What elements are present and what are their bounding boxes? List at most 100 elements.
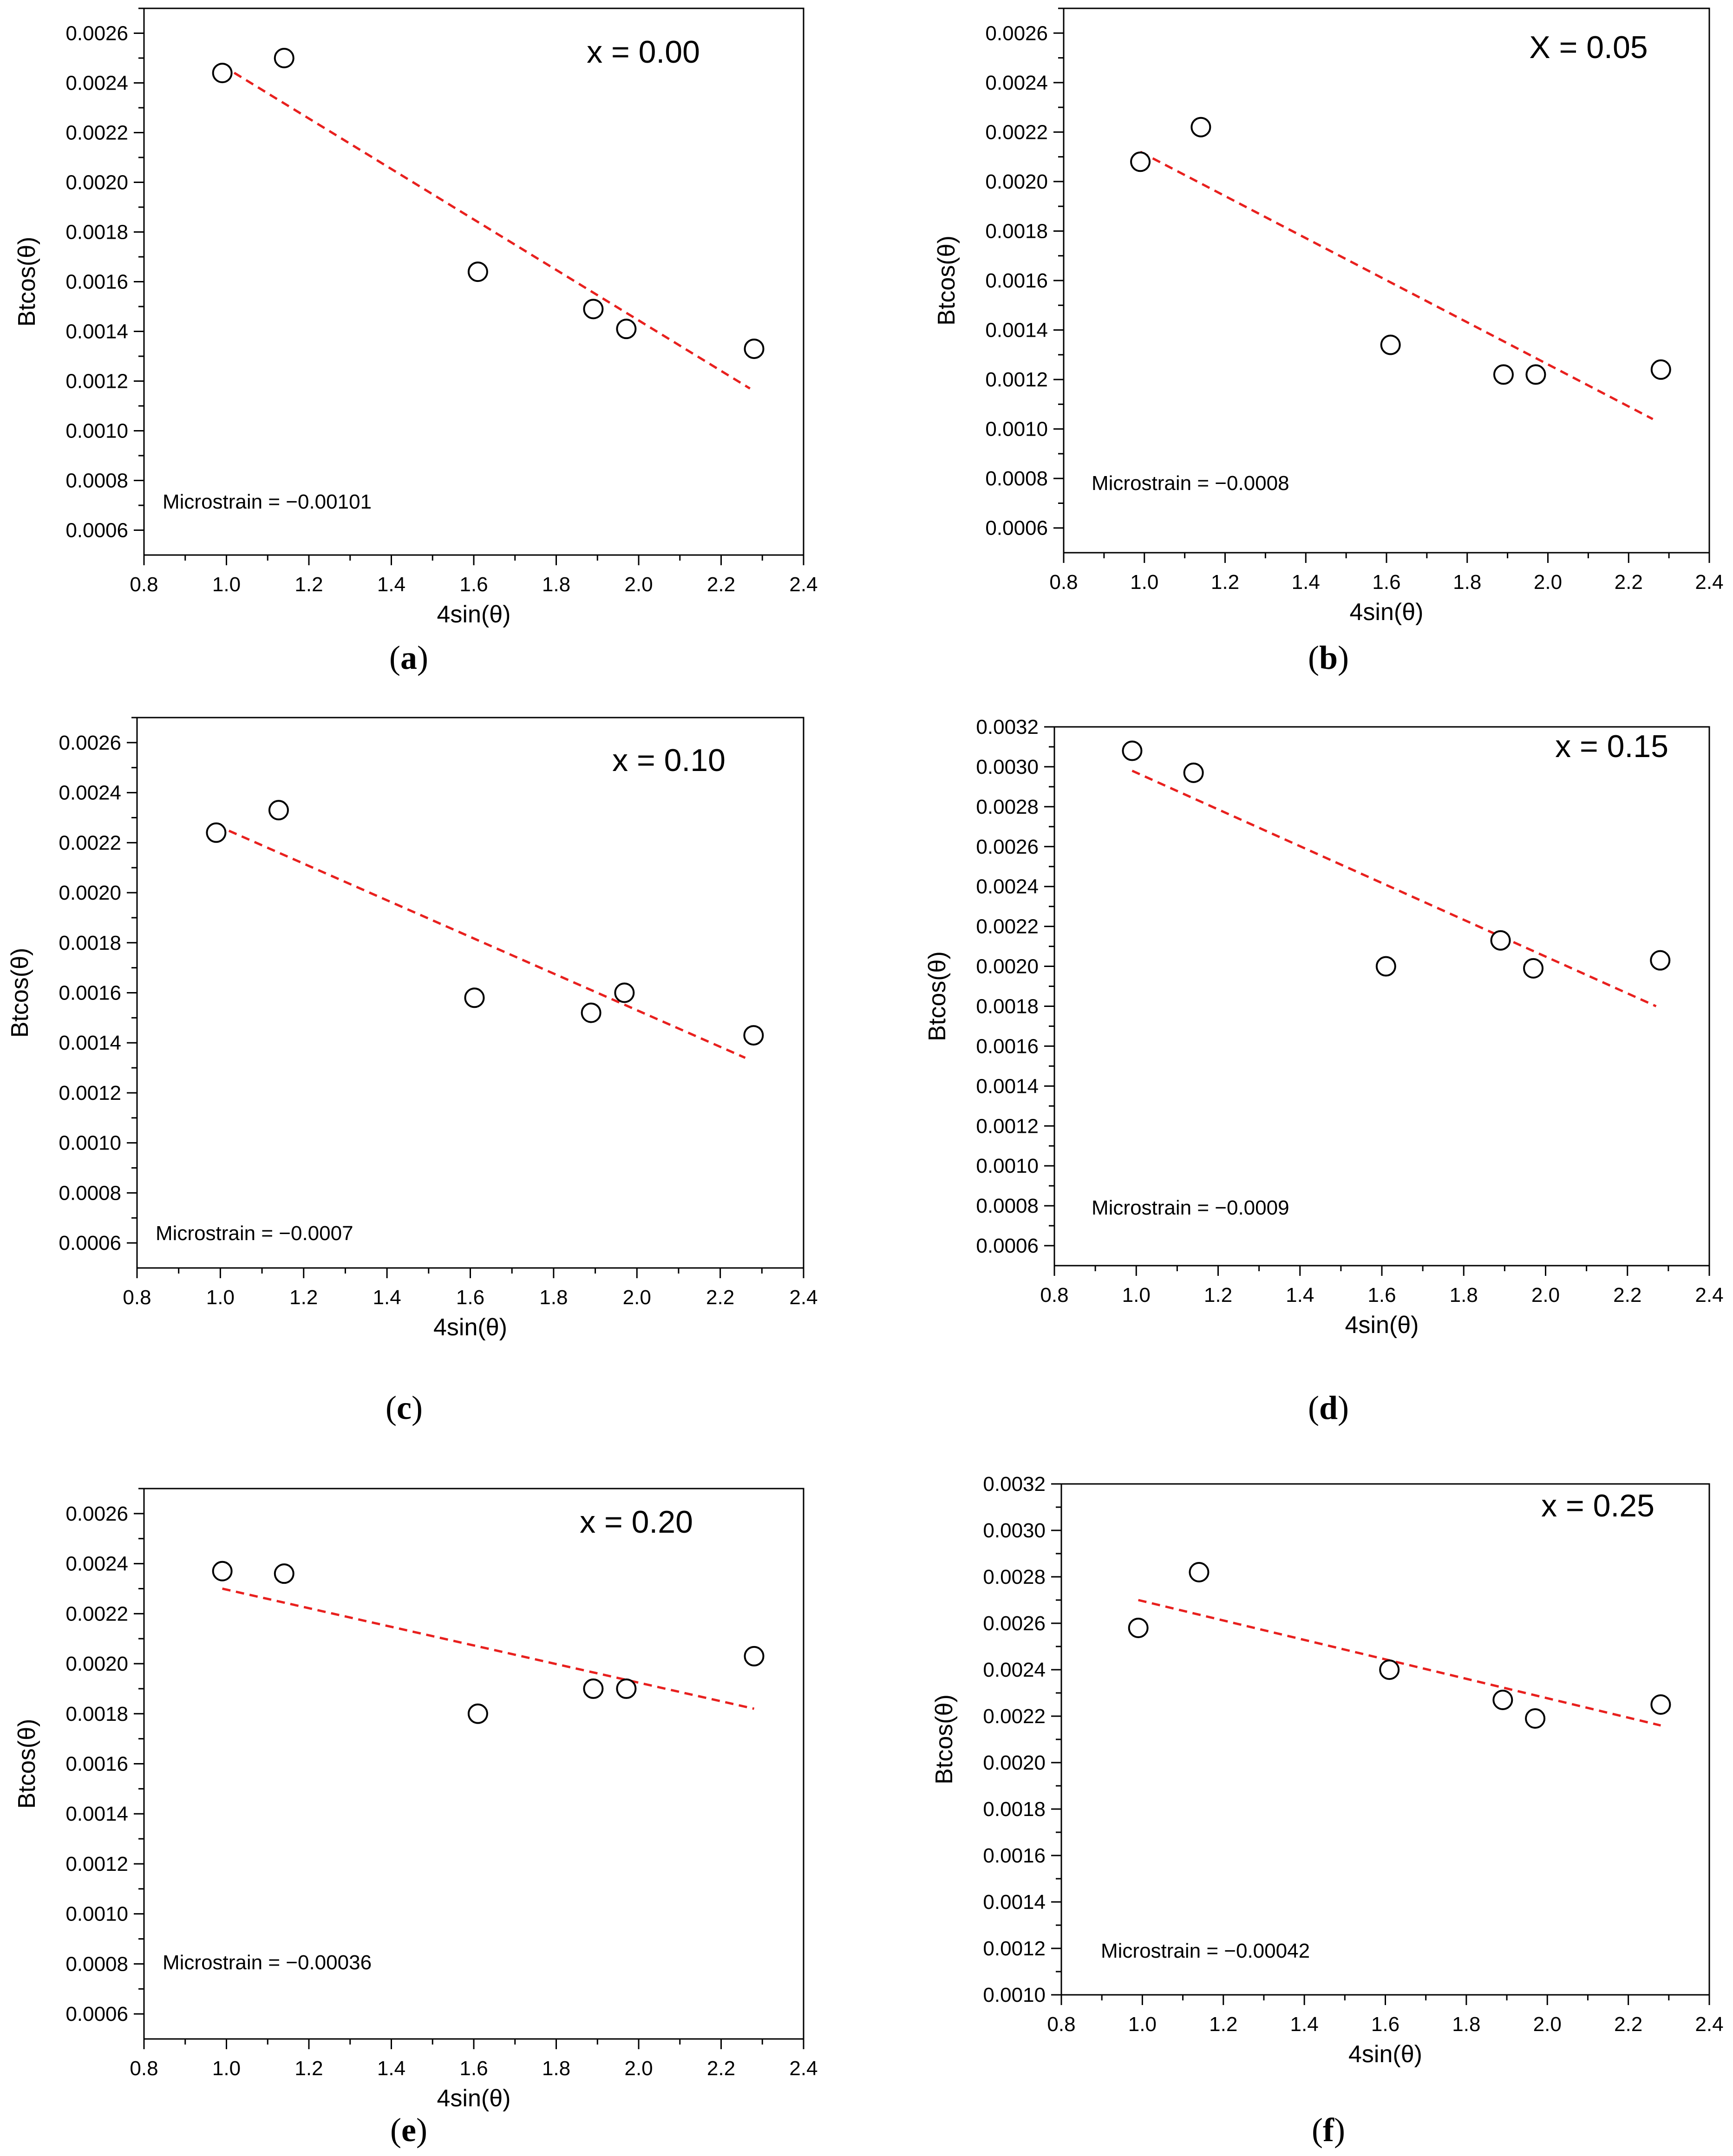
microstrain-annotation: Microstrain = −0.00101 bbox=[163, 490, 372, 513]
y-tick-label: 0.0012 bbox=[983, 1937, 1046, 1960]
data-point bbox=[1379, 1659, 1400, 1680]
panel-title: x = 0.15 bbox=[1555, 729, 1668, 764]
x-tick-label: 2.2 bbox=[1613, 1284, 1641, 1307]
data-point bbox=[616, 319, 637, 340]
fit-line bbox=[222, 64, 751, 390]
y-tick-label: 0.0014 bbox=[59, 1032, 121, 1054]
x-tick-label: 1.0 bbox=[1128, 2013, 1157, 2036]
x-tick-label: 2.2 bbox=[707, 573, 735, 596]
y-tick-label: 0.0018 bbox=[65, 1703, 128, 1725]
x-tick-label: 2.4 bbox=[789, 2057, 817, 2080]
y-tick-label: 0.0008 bbox=[976, 1195, 1039, 1217]
x-axis-title: 4sin(θ) bbox=[1348, 2041, 1422, 2068]
y-tick-label: 0.0032 bbox=[976, 716, 1039, 738]
y-axis-title: Btcos(θ) bbox=[7, 948, 33, 1038]
data-point bbox=[744, 1646, 765, 1666]
y-tick-label: 0.0006 bbox=[985, 517, 1048, 540]
x-tick-label: 2.2 bbox=[1614, 2013, 1642, 2036]
x-tick-label: 1.6 bbox=[456, 1286, 484, 1309]
x-tick-label: 1.8 bbox=[1452, 2013, 1480, 2036]
y-tick-label: 0.0032 bbox=[983, 1473, 1046, 1496]
caption-letter: a bbox=[400, 639, 417, 676]
y-tick-label: 0.0012 bbox=[65, 1853, 128, 1875]
y-tick-label: 0.0014 bbox=[983, 1891, 1046, 1914]
y-tick-label: 0.0012 bbox=[65, 370, 128, 393]
y-tick-label: 0.0010 bbox=[985, 418, 1048, 441]
y-tick-label: 0.0020 bbox=[59, 882, 121, 904]
y-tick-label: 0.0026 bbox=[59, 732, 121, 754]
y-tick-label: 0.0026 bbox=[983, 1612, 1046, 1635]
y-axis-title: Btcos(θ) bbox=[924, 951, 951, 1041]
x-tick-label: 1.2 bbox=[294, 2057, 323, 2080]
x-tick-label: 0.8 bbox=[123, 1286, 151, 1309]
data-point bbox=[212, 63, 233, 84]
x-tick-label: 1.8 bbox=[542, 573, 570, 596]
caption-letter: d bbox=[1319, 1389, 1338, 1426]
microstrain-annotation: Microstrain = −0.0009 bbox=[1092, 1196, 1289, 1219]
caption-close: ) bbox=[1338, 1389, 1349, 1426]
y-tick-label: 0.0024 bbox=[976, 875, 1039, 898]
y-tick-label: 0.0020 bbox=[976, 955, 1039, 978]
y-tick-label: 0.0010 bbox=[65, 420, 128, 443]
y-tick-label: 0.0008 bbox=[985, 467, 1048, 490]
data-point bbox=[1650, 359, 1671, 380]
y-tick-label: 0.0008 bbox=[65, 1953, 128, 1975]
y-tick-label: 0.0028 bbox=[983, 1566, 1046, 1588]
x-tick-label: 2.0 bbox=[624, 573, 653, 596]
chart-panel-b: 0.8 1.0 1.2 1.4 1.6 1.8 2.0 2.2 2.4 0.0006 0.0008 0… bbox=[933, 7, 1724, 676]
data-point bbox=[1492, 1690, 1513, 1710]
x-tick-label: 1.6 bbox=[1367, 1284, 1396, 1307]
data-point bbox=[1122, 740, 1143, 761]
plot-frame bbox=[143, 7, 804, 556]
y-axis-title: Btcos(θ) bbox=[931, 1694, 958, 1784]
y-tick-label: 0.0010 bbox=[59, 1132, 121, 1155]
y-tick-label: 0.0010 bbox=[983, 1984, 1046, 2006]
data-point bbox=[1525, 364, 1546, 385]
x-tick-label: 1.4 bbox=[1286, 1284, 1314, 1307]
data-point bbox=[1490, 930, 1511, 951]
x-tick-label: 1.4 bbox=[1292, 571, 1320, 594]
y-tick-label: 0.0028 bbox=[976, 796, 1039, 818]
x-tick-label: 1.0 bbox=[212, 2057, 241, 2080]
data-point bbox=[1375, 956, 1396, 977]
microstrain-annotation: Microstrain = −0.0008 bbox=[1092, 472, 1289, 495]
y-tick-label: 0.0012 bbox=[985, 368, 1048, 391]
data-point bbox=[1650, 1694, 1671, 1715]
y-tick-label: 0.0030 bbox=[983, 1519, 1046, 1542]
y-tick-label: 0.0006 bbox=[976, 1235, 1039, 1257]
panel-caption: (b) bbox=[1308, 639, 1349, 676]
y-tick-label: 0.0026 bbox=[65, 22, 128, 45]
data-point bbox=[1650, 950, 1671, 971]
y-tick-label: 0.0016 bbox=[985, 269, 1048, 292]
y-tick-label: 0.0008 bbox=[65, 470, 128, 492]
x-tick-label: 1.4 bbox=[373, 1286, 401, 1309]
caption-letter: c bbox=[397, 1389, 412, 1426]
fit-line bbox=[1131, 770, 1657, 1007]
y-tick-label: 0.0020 bbox=[65, 1653, 128, 1675]
caption-open: ( bbox=[389, 639, 400, 676]
x-tick-label: 1.2 bbox=[1211, 571, 1239, 594]
data-point bbox=[614, 982, 635, 1003]
y-tick-label: 0.0016 bbox=[976, 1035, 1039, 1058]
x-axis-title: 4sin(θ) bbox=[1345, 1312, 1419, 1339]
y-tick-label: 0.0006 bbox=[65, 2003, 128, 2025]
x-tick-label: 2.4 bbox=[1695, 1284, 1723, 1307]
x-tick-label: 1.8 bbox=[539, 1286, 568, 1309]
x-tick-label: 0.8 bbox=[1047, 2013, 1075, 2036]
y-tick-label: 0.0026 bbox=[65, 1503, 128, 1525]
data-point bbox=[1523, 958, 1544, 979]
x-tick-label: 2.4 bbox=[1695, 2013, 1723, 2036]
caption-close: ) bbox=[416, 2111, 427, 2149]
y-tick-label: 0.0024 bbox=[59, 782, 121, 804]
x-tick-label: 1.0 bbox=[212, 573, 241, 596]
x-tick-label: 1.2 bbox=[1209, 2013, 1237, 2036]
fit-line bbox=[216, 824, 746, 1059]
chart-panel-f: 0.8 1.0 1.2 1.4 1.6 1.8 2.0 2.2 2.4 0.0010 0.0012 0… bbox=[931, 1473, 1724, 2149]
microstrain-annotation: Microstrain = −0.00036 bbox=[163, 1951, 372, 1974]
data-point bbox=[467, 261, 488, 282]
x-tick-label: 1.2 bbox=[1204, 1284, 1232, 1307]
y-axis-title: Btcos(θ) bbox=[933, 235, 960, 326]
x-tick-label: 2.2 bbox=[707, 2057, 735, 2080]
y-tick-label: 0.0024 bbox=[983, 1659, 1046, 1681]
x-tick-label: 2.0 bbox=[623, 1286, 651, 1309]
